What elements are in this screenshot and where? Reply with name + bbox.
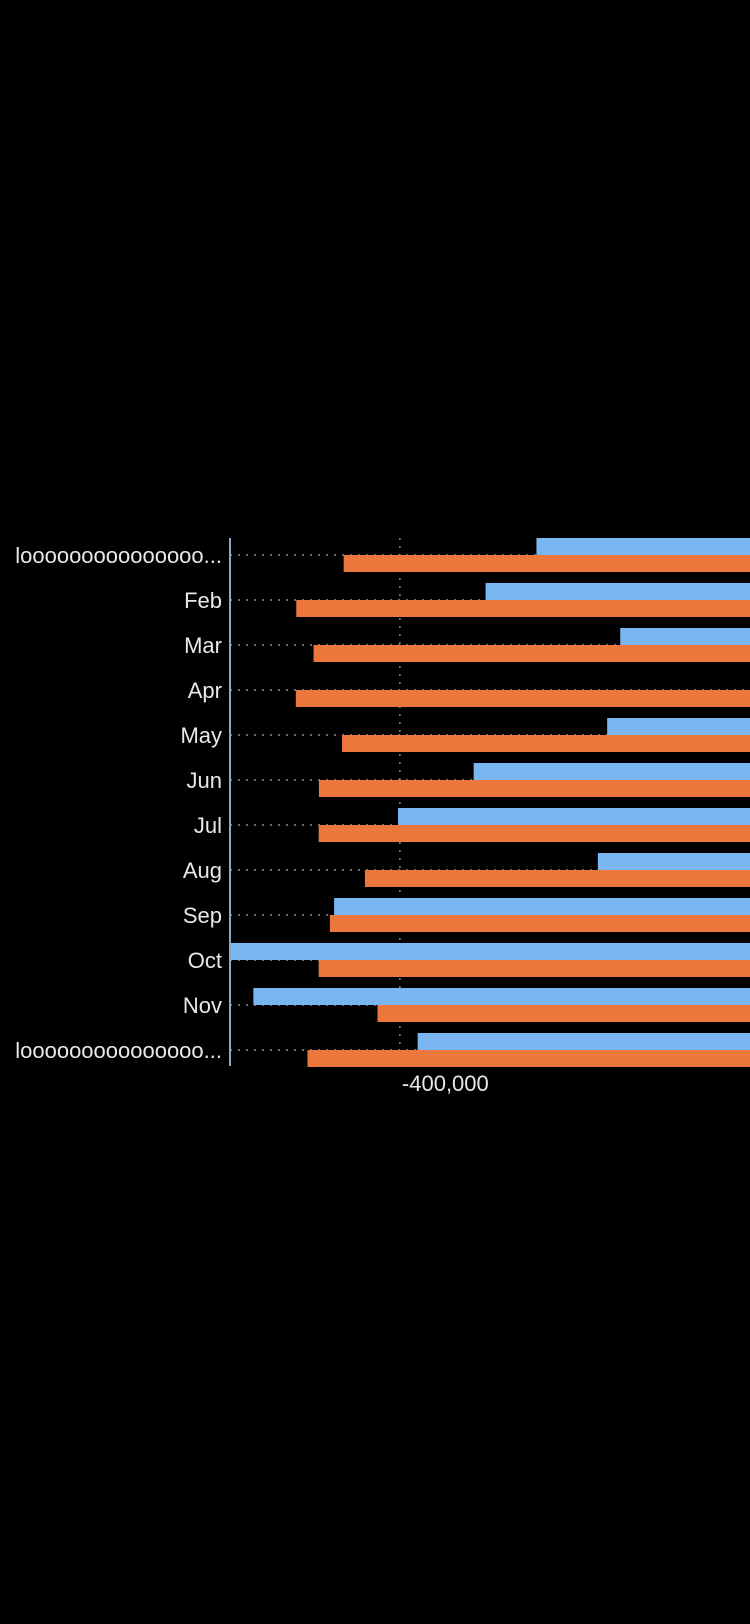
bar: [377, 1005, 750, 1022]
x-tick-label: -400,000: [402, 1071, 489, 1096]
category-label: Jul: [194, 813, 222, 838]
bar: [230, 943, 750, 960]
bar: [318, 780, 750, 797]
bar: [417, 1033, 750, 1050]
category-label: Sep: [183, 903, 222, 928]
bar: [607, 718, 750, 735]
bar: [343, 555, 750, 572]
bar: [307, 1050, 750, 1067]
bar: [364, 870, 750, 887]
category-label: Mar: [184, 633, 222, 658]
category-label: Apr: [188, 678, 222, 703]
bar: [620, 628, 750, 645]
bar: [398, 808, 750, 825]
category-label: May: [180, 723, 222, 748]
bar: [313, 645, 750, 662]
bar: [329, 915, 750, 932]
category-label: looooooooooooooo...: [15, 1038, 222, 1063]
category-label: Oct: [188, 948, 222, 973]
category-label: Nov: [183, 993, 222, 1018]
bar: [318, 825, 750, 842]
bar: [597, 853, 750, 870]
category-label: Feb: [184, 588, 222, 613]
bar: [296, 600, 750, 617]
category-label: looooooooooooooo...: [15, 543, 222, 568]
category-label: Jun: [187, 768, 222, 793]
bar: [318, 960, 750, 977]
bar: [334, 898, 750, 915]
bar: [295, 690, 750, 707]
category-label: Aug: [183, 858, 222, 883]
bar: [485, 583, 750, 600]
bar: [342, 735, 750, 752]
bar: [473, 763, 750, 780]
bar: [253, 988, 750, 1005]
bar: [536, 538, 750, 555]
